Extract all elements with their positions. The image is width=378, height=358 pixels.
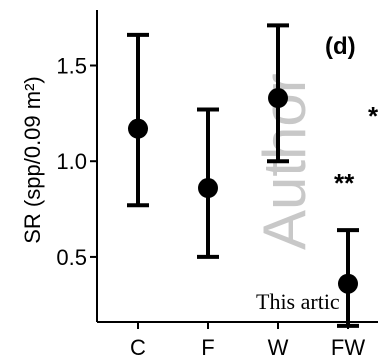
y-tick-label: 1.0 bbox=[56, 149, 87, 174]
y-axis-label: SR (spp/0.09 m²) bbox=[20, 76, 45, 244]
x-tick-label: F bbox=[201, 335, 214, 358]
x-tick-label: FW bbox=[331, 335, 365, 358]
panel-label: (d) bbox=[325, 33, 356, 60]
y-tick-label: 1.5 bbox=[56, 54, 87, 79]
data-point bbox=[128, 118, 148, 139]
significance-annotation-single: * bbox=[368, 101, 378, 131]
data-point bbox=[268, 88, 288, 109]
y-ticks: 0.5 1.0 1.5 bbox=[56, 54, 97, 270]
x-tick-label: W bbox=[268, 335, 289, 358]
y-tick-label: 0.5 bbox=[56, 245, 87, 270]
footer-text: This artic bbox=[256, 289, 340, 314]
data-marks bbox=[127, 23, 359, 328]
data-point bbox=[338, 273, 358, 294]
significance-annotation-double: ** bbox=[334, 168, 355, 198]
data-point bbox=[198, 178, 218, 199]
x-tick-label: C bbox=[130, 335, 146, 358]
axes bbox=[96, 10, 378, 323]
x-ticks: C F W FW bbox=[130, 322, 365, 358]
